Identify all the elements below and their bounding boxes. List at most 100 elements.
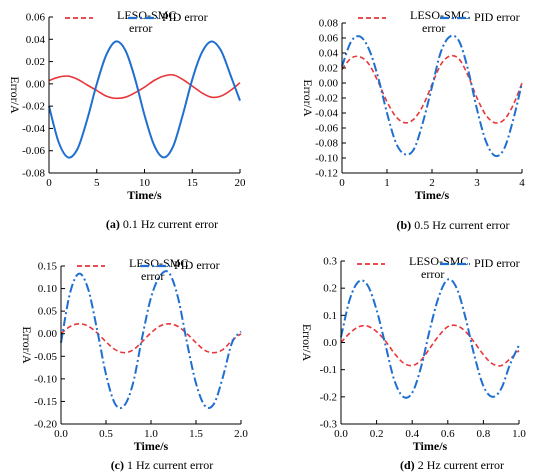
y-tick-label: -0.12	[315, 168, 338, 180]
y-tick-label: -0.02	[22, 101, 45, 113]
y-tick-label: 0.0	[323, 337, 337, 349]
chart-panel-c: -0.20 -0.15 -0.10 -0.05 0.00 0.05 0.10 0.15 0.0 0…	[20, 256, 248, 472]
legend-leso-label-line2: error	[421, 267, 444, 281]
x-tick-label: 0.6	[441, 428, 455, 440]
x-tick-label: 0	[339, 177, 345, 189]
x-tick-label: 4	[519, 177, 525, 189]
x-axis-label: Time/s	[134, 439, 169, 453]
caption-letter: (b)	[397, 218, 412, 232]
y-tick-label: 0.05	[38, 306, 58, 318]
x-tick-label: 20	[235, 177, 247, 189]
x-tick-label: 0.8	[477, 428, 491, 440]
y-tick-label: 0.10	[38, 283, 58, 295]
y-tick-label: 0.1	[323, 310, 337, 322]
x-tick-label: 1.5	[189, 428, 203, 440]
legend-pid-label: PID error	[162, 10, 208, 24]
y-tick-label: -0.2	[320, 391, 337, 403]
x-tick-label: 0.2	[370, 428, 384, 440]
caption-text: 0.1 Hz current error	[120, 217, 218, 231]
y-axis-label: Error/A	[8, 76, 22, 114]
legend-leso-label: LESO-SMC	[410, 8, 469, 22]
y-tick-label: 0.06	[319, 33, 339, 45]
x-tick-label: 0.0	[54, 428, 68, 440]
chart-panel-d: -0.3 -0.2 -0.1 0.0 0.1 0.2 0.3 0.0 0.2 0.4 0.6 0.8 1…	[300, 254, 526, 472]
y-tick-label: 0.06	[26, 12, 46, 24]
x-axis-label: Time/s	[413, 439, 448, 453]
y-tick-label: -0.10	[34, 373, 57, 385]
y-tick-label: 0.02	[319, 63, 338, 75]
caption-text: 1 Hz current error	[124, 458, 213, 472]
x-tick-label: 0.0	[334, 428, 348, 440]
caption-text: 2 Hz current error	[415, 458, 504, 472]
y-tick-label: -0.04	[315, 108, 338, 120]
x-tick-label: 1.0	[512, 428, 526, 440]
y-tick-label: 0.04	[319, 48, 339, 60]
y-tick-label: -0.05	[34, 351, 57, 363]
legend-pid-label: PID error	[474, 10, 520, 24]
pid-series-line	[60, 270, 242, 410]
chart-caption: (b) 0.5 Hz current error	[397, 218, 510, 232]
y-tick-label: -0.1	[320, 364, 337, 376]
x-tick-label: 2	[429, 177, 435, 189]
caption-text: 0.5 Hz current error	[411, 218, 509, 232]
leso-smc-series-line	[340, 324, 520, 367]
y-tick-label: 0.3	[323, 256, 337, 268]
legend-leso-label-line2: error	[141, 269, 164, 283]
y-tick-label: -0.02	[315, 93, 338, 105]
x-tick-label: 5	[94, 177, 100, 189]
caption-letter: (d)	[400, 458, 415, 472]
x-tick-label: 10	[139, 177, 151, 189]
y-tick-label: 0.00	[38, 328, 58, 340]
legend-leso-label: LESO-SMC	[409, 254, 468, 268]
chart-caption: (a) 0.1 Hz current error	[106, 217, 218, 231]
y-tick-label: -0.08	[315, 138, 338, 150]
y-tick-label: -0.3	[320, 419, 338, 431]
x-tick-label: 3	[474, 177, 480, 189]
leso-smc-series-line	[60, 322, 242, 354]
pid-series-line	[340, 278, 520, 399]
legend-pid-label: PID error	[174, 258, 220, 272]
y-tick-label: 0.00	[319, 78, 339, 90]
y-tick-label: -0.04	[22, 123, 45, 135]
caption-letter: (c)	[111, 458, 124, 472]
y-tick-label: 0.00	[26, 78, 46, 90]
x-tick-label: 1	[384, 177, 390, 189]
x-tick-label: 0.5	[99, 428, 113, 440]
x-tick-label: 0.4	[405, 428, 419, 440]
y-axis-label: Error/A	[301, 79, 315, 117]
chart-panel-b: -0.12 -0.10 -0.08 -0.06 -0.04 -0.02 0.00 0.02 0.…	[301, 8, 525, 232]
y-tick-label: -0.10	[315, 153, 338, 165]
legend-leso-label-line2: error	[422, 21, 445, 35]
leso-smc-series-line	[48, 73, 241, 100]
legend-leso-label-line2: error	[129, 21, 152, 35]
y-tick-label: -0.06	[22, 145, 45, 157]
chart-caption: (c) 1 Hz current error	[111, 458, 214, 472]
x-axis-label: Time/s	[415, 188, 450, 202]
y-tick-label: 0.15	[38, 261, 58, 273]
x-tick-label: 0	[46, 177, 52, 189]
pid-series-line	[341, 34, 523, 158]
caption-letter: (a)	[106, 217, 120, 231]
y-tick-label: -0.08	[22, 168, 45, 180]
y-tick-label: 0.2	[323, 283, 337, 295]
y-tick-label: -0.06	[315, 123, 338, 135]
y-tick-label: -0.20	[34, 419, 57, 431]
chart-caption: (d) 2 Hz current error	[400, 458, 504, 472]
y-axis-label: Error/A	[20, 326, 34, 364]
x-tick-label: 1.0	[144, 428, 158, 440]
y-tick-label: 0.04	[26, 34, 46, 46]
pid-series-line	[48, 40, 241, 159]
y-tick-label: 0.02	[26, 56, 45, 68]
legend-pid-label: PID error	[474, 256, 520, 270]
x-axis-label: Time/s	[127, 188, 162, 202]
y-tick-label: -0.15	[34, 396, 57, 408]
y-axis-label: Error/A	[300, 324, 314, 362]
x-tick-label: 2.0	[234, 428, 248, 440]
y-tick-label: 0.08	[319, 18, 339, 30]
x-tick-label: 15	[187, 177, 199, 189]
